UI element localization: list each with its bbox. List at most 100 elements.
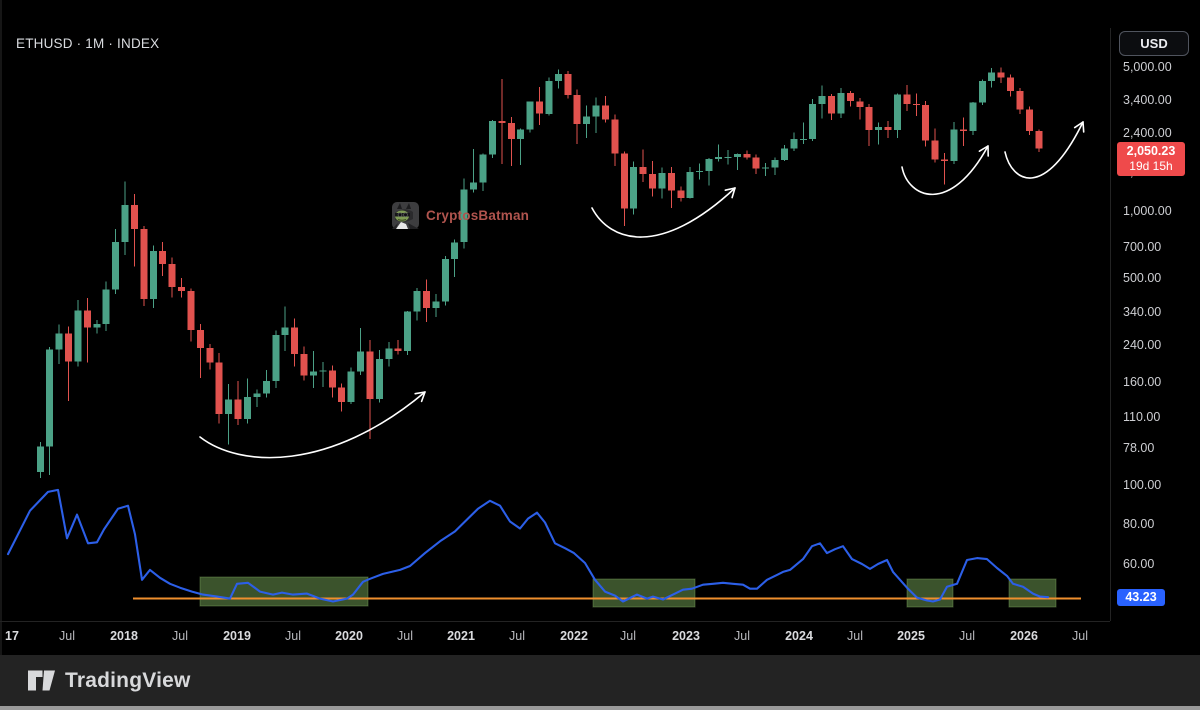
time-axis-label: 2024 xyxy=(785,629,813,643)
candle xyxy=(441,258,449,302)
candle xyxy=(338,387,346,402)
candle xyxy=(959,129,967,131)
candle xyxy=(423,290,430,309)
candle xyxy=(865,106,873,130)
time-axis-label: 2018 xyxy=(110,629,138,643)
time-axis-label: 17 xyxy=(5,629,19,643)
trend-arrow-head xyxy=(414,391,426,403)
trend-arrow-head xyxy=(978,145,989,157)
price-axis-label: 60.00 xyxy=(1123,557,1155,571)
candle xyxy=(46,349,54,447)
candle xyxy=(375,359,383,400)
indicator-value-badge: 43.23 xyxy=(1117,589,1165,606)
time-axis-label: Jul xyxy=(285,629,301,643)
brand-name: TradingView xyxy=(65,668,191,692)
candle xyxy=(225,399,233,414)
time-axis-label: Jul xyxy=(172,629,188,643)
watermark-name: CryptosBatman xyxy=(426,208,530,223)
candle xyxy=(573,95,581,124)
candle xyxy=(404,311,412,351)
time-axis-label: Jul xyxy=(1072,629,1088,643)
candle xyxy=(517,129,525,140)
oversold-zones xyxy=(199,576,1057,608)
candle xyxy=(1035,131,1043,149)
candle xyxy=(677,190,685,198)
trend-arrow-head xyxy=(1073,121,1085,133)
candle xyxy=(178,287,186,292)
pepe-batman-avatar-icon xyxy=(392,202,419,229)
candle xyxy=(413,290,421,312)
candle xyxy=(875,126,883,130)
candle xyxy=(234,399,242,419)
tradingview-logo-icon[interactable] xyxy=(28,670,55,691)
time-axis-label: Jul xyxy=(959,629,975,643)
candle xyxy=(253,393,261,397)
candle xyxy=(281,327,289,335)
candle xyxy=(828,95,835,114)
price-axis-label: 3,400.00 xyxy=(1123,93,1172,107)
candle xyxy=(526,101,534,130)
candle xyxy=(536,101,543,114)
candle xyxy=(724,156,732,158)
candle xyxy=(705,159,713,171)
candle xyxy=(696,171,704,173)
time-axis-label: Jul xyxy=(620,629,636,643)
candle xyxy=(140,229,148,300)
candle xyxy=(149,251,157,300)
candle xyxy=(102,289,110,324)
candle xyxy=(752,157,760,169)
left-edge-border xyxy=(0,0,2,655)
time-axis-label: Jul xyxy=(734,629,750,643)
candle xyxy=(611,119,619,154)
candle xyxy=(846,93,854,102)
oversold-zone xyxy=(199,576,369,607)
candle xyxy=(715,157,722,160)
candle xyxy=(903,94,911,105)
candle xyxy=(969,102,977,131)
candle xyxy=(658,172,666,189)
bar-countdown: 19d 15h xyxy=(1129,158,1173,173)
rsi-line xyxy=(6,488,1050,603)
currency-usd-button[interactable]: USD xyxy=(1119,31,1189,56)
candle xyxy=(649,174,657,189)
candle xyxy=(196,330,204,349)
candlestick-series xyxy=(36,67,1043,479)
candle xyxy=(837,93,845,114)
trend-arrow xyxy=(1004,121,1084,179)
candle xyxy=(74,310,82,362)
price-axis-label: 160.00 xyxy=(1123,375,1162,389)
price-axis-label: 500.00 xyxy=(1123,271,1162,285)
price-axis-label: 80.00 xyxy=(1123,517,1155,531)
price-axis-label: 700.00 xyxy=(1123,240,1162,254)
chart-canvas[interactable] xyxy=(0,0,1200,655)
trend-arrow-head xyxy=(724,187,736,199)
candle xyxy=(780,148,788,160)
candle xyxy=(291,327,299,354)
candle xyxy=(988,72,996,81)
candle xyxy=(470,182,478,190)
candle xyxy=(809,103,817,139)
last-price-value: 2,050.23 xyxy=(1126,144,1176,158)
price-axis-label: 110.00 xyxy=(1123,410,1161,424)
candle xyxy=(950,129,958,161)
oversold-zone xyxy=(906,578,954,608)
candle xyxy=(545,81,553,114)
price-axis-label: 1,000.00 xyxy=(1123,204,1172,218)
candle xyxy=(630,166,638,209)
trend-arrows xyxy=(199,121,1085,459)
time-axis-label: Jul xyxy=(847,629,863,643)
candle xyxy=(262,381,270,394)
candle xyxy=(790,138,798,149)
price-axis-label: 240.00 xyxy=(1123,338,1162,352)
time-axis-label: Jul xyxy=(59,629,75,643)
price-axis-label: 2,400.00 xyxy=(1123,126,1172,140)
candle xyxy=(686,172,694,198)
candle xyxy=(244,397,251,419)
trend-arrow xyxy=(199,391,426,459)
candle xyxy=(131,204,138,230)
candle xyxy=(55,333,63,350)
price-axis-label: 78.00 xyxy=(1123,441,1155,455)
candle xyxy=(922,105,930,141)
symbol-label[interactable]: ETHUSD · 1M · INDEX xyxy=(16,36,160,51)
